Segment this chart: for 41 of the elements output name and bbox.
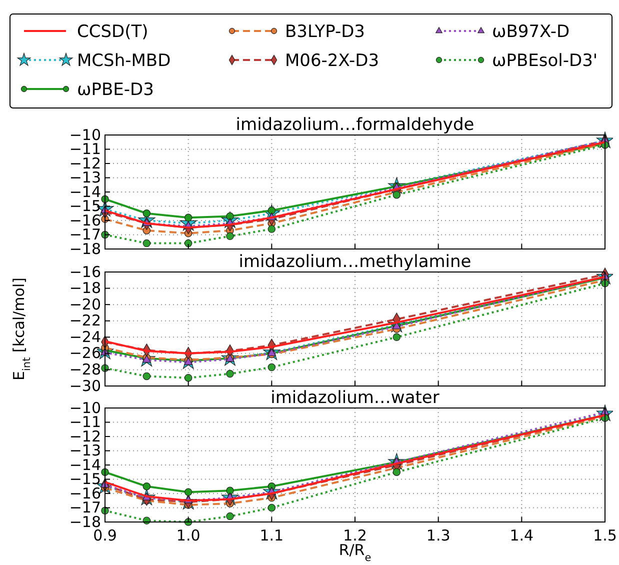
point <box>226 370 234 378</box>
y-tick-label: −24 <box>69 328 101 346</box>
point <box>142 482 151 490</box>
point <box>184 374 192 382</box>
legend-label: MCSh-MBD <box>77 51 171 71</box>
point <box>226 232 234 240</box>
y-tick-label: −30 <box>69 376 101 395</box>
legend-label: ωPBEsol-D3' <box>492 51 598 71</box>
legend-label: B3LYP-D3 <box>285 22 365 42</box>
point <box>226 512 234 520</box>
y-tick-label: −22 <box>69 312 101 330</box>
chart-title: imidazolium…water <box>270 388 440 408</box>
x-tick-label: 0.9 <box>93 526 117 545</box>
point <box>184 488 192 496</box>
point <box>392 333 401 342</box>
legend-label: M06-2X-D3 <box>285 51 380 71</box>
x-tick-label: 1.4 <box>510 526 534 545</box>
chart-title: imidazolium…formaldehyde <box>236 115 474 135</box>
legend-label: CCSD(T) <box>77 22 148 42</box>
point <box>142 210 151 218</box>
legend-label: ωPBE-D3 <box>77 80 154 100</box>
y-tick-label: −16 <box>69 262 101 281</box>
point <box>142 372 151 380</box>
point <box>268 225 276 233</box>
point <box>142 239 151 248</box>
point <box>268 363 276 372</box>
point <box>392 468 401 476</box>
y-tick-label: −18 <box>69 279 101 298</box>
chart-title: imidazolium…methylamine <box>238 252 472 272</box>
point <box>184 239 192 248</box>
point <box>268 504 276 512</box>
y-tick-label: −20 <box>69 295 101 314</box>
y-tick-label: −28 <box>69 360 101 379</box>
point <box>226 486 234 495</box>
x-tick-label: 1.0 <box>176 526 200 545</box>
legend-label: ωB97X-D <box>492 22 570 42</box>
x-tick-label: 1.3 <box>426 526 450 545</box>
point <box>184 214 192 222</box>
y-tick-label: −26 <box>69 344 101 362</box>
x-tick-label: 1.5 <box>593 526 617 545</box>
x-tick-label: 1.1 <box>260 526 284 545</box>
